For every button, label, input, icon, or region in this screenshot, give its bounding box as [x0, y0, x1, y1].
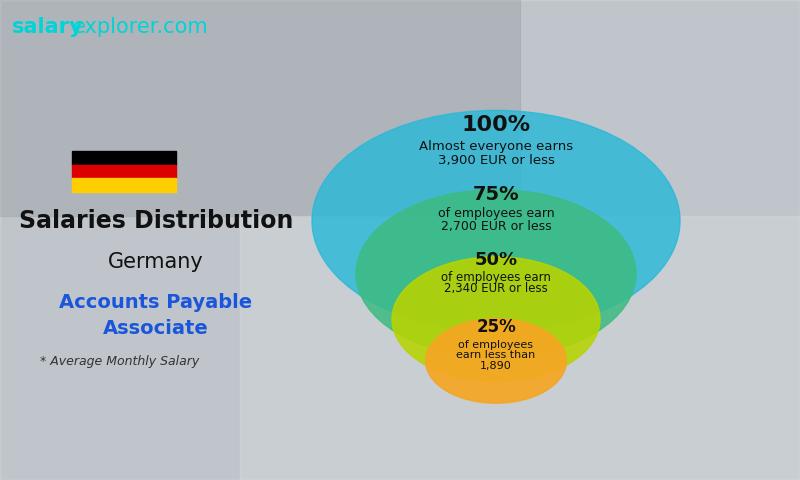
Text: 3,900 EUR or less: 3,900 EUR or less [438, 154, 554, 168]
Bar [72, 165, 176, 179]
Text: earn less than: earn less than [456, 350, 536, 360]
Text: Salaries Distribution: Salaries Distribution [19, 209, 293, 233]
Text: 50%: 50% [474, 251, 518, 269]
Text: explorer.com: explorer.com [73, 17, 209, 37]
Text: of employees: of employees [458, 340, 534, 349]
Circle shape [392, 257, 600, 382]
Bar [240, 216, 800, 480]
Text: 100%: 100% [462, 115, 530, 135]
Text: 2,700 EUR or less: 2,700 EUR or less [441, 220, 551, 233]
Text: of employees earn: of employees earn [441, 271, 551, 284]
Text: 75%: 75% [473, 185, 519, 204]
Text: of employees earn: of employees earn [438, 207, 554, 220]
Bar [0, 0, 520, 216]
Text: 1,890: 1,890 [480, 361, 512, 371]
Text: Almost everyone earns: Almost everyone earns [419, 140, 573, 153]
Circle shape [312, 110, 680, 331]
Circle shape [426, 319, 566, 403]
Text: 2,340 EUR or less: 2,340 EUR or less [444, 282, 548, 296]
Text: * Average Monthly Salary: * Average Monthly Salary [40, 355, 199, 368]
Text: salary: salary [12, 17, 84, 37]
Text: Germany: Germany [108, 252, 204, 272]
Circle shape [356, 190, 636, 358]
Text: Accounts Payable
Associate: Accounts Payable Associate [59, 293, 253, 338]
Bar [72, 151, 176, 165]
Bar [72, 179, 176, 192]
Text: 25%: 25% [476, 318, 516, 336]
